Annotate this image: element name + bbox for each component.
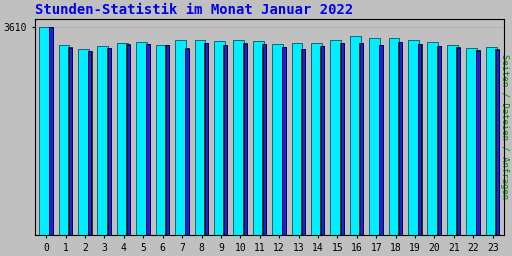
Bar <box>437 46 441 235</box>
Bar <box>156 45 166 235</box>
Bar <box>253 40 264 235</box>
Bar <box>456 47 460 235</box>
Bar <box>428 42 438 235</box>
Bar <box>447 45 458 235</box>
Bar <box>350 36 360 235</box>
Bar <box>321 46 325 235</box>
Bar <box>214 41 225 235</box>
Bar <box>68 47 72 235</box>
Bar <box>78 49 89 235</box>
Bar <box>59 45 70 235</box>
Bar <box>224 46 227 235</box>
Bar <box>283 47 286 235</box>
Bar <box>263 44 266 235</box>
Bar <box>88 51 92 235</box>
Bar <box>166 45 169 235</box>
Bar <box>340 43 344 235</box>
Bar <box>399 42 402 235</box>
Bar <box>146 44 150 235</box>
Bar <box>379 45 382 235</box>
Bar <box>204 42 208 235</box>
Bar <box>398 42 402 235</box>
Bar <box>311 42 322 235</box>
Bar <box>97 46 109 235</box>
Bar <box>244 44 247 235</box>
Bar <box>223 45 227 235</box>
Bar <box>50 27 53 235</box>
Bar <box>369 38 380 235</box>
Bar <box>418 44 421 235</box>
Bar <box>359 42 364 235</box>
Bar <box>379 46 382 235</box>
Bar <box>175 40 186 235</box>
Bar <box>438 46 441 235</box>
Bar <box>127 45 130 235</box>
Bar <box>301 49 305 235</box>
Bar <box>262 44 266 235</box>
Bar <box>146 44 150 235</box>
Bar <box>389 38 399 235</box>
Bar <box>108 48 111 235</box>
Bar <box>165 45 169 235</box>
Bar <box>302 49 305 235</box>
Bar <box>321 46 325 235</box>
Text: Stunden-Statistik im Monat Januar 2022: Stunden-Statistik im Monat Januar 2022 <box>35 4 353 17</box>
Bar <box>233 40 244 235</box>
Bar <box>466 48 477 235</box>
Bar <box>107 48 111 235</box>
Bar <box>476 50 480 235</box>
Bar <box>195 40 205 235</box>
Bar <box>88 51 92 235</box>
Bar <box>243 43 247 235</box>
Bar <box>477 51 480 235</box>
Bar <box>49 27 53 235</box>
Bar <box>360 44 363 235</box>
Bar <box>185 48 188 235</box>
Bar <box>136 42 147 235</box>
Bar <box>330 40 341 235</box>
Bar <box>408 40 419 235</box>
Bar <box>126 44 131 235</box>
Bar <box>340 43 344 235</box>
Y-axis label: Seiten / Dateien / Anfragen: Seiten / Dateien / Anfragen <box>500 54 508 199</box>
Bar <box>292 42 303 235</box>
Bar <box>185 49 188 235</box>
Bar <box>117 44 127 235</box>
Bar <box>205 43 208 235</box>
Bar <box>69 48 72 235</box>
Bar <box>457 48 460 235</box>
Bar <box>272 44 283 235</box>
Bar <box>495 49 499 235</box>
Bar <box>282 47 286 235</box>
Bar <box>486 47 497 235</box>
Bar <box>39 27 50 235</box>
Bar <box>418 44 421 235</box>
Bar <box>496 50 499 235</box>
